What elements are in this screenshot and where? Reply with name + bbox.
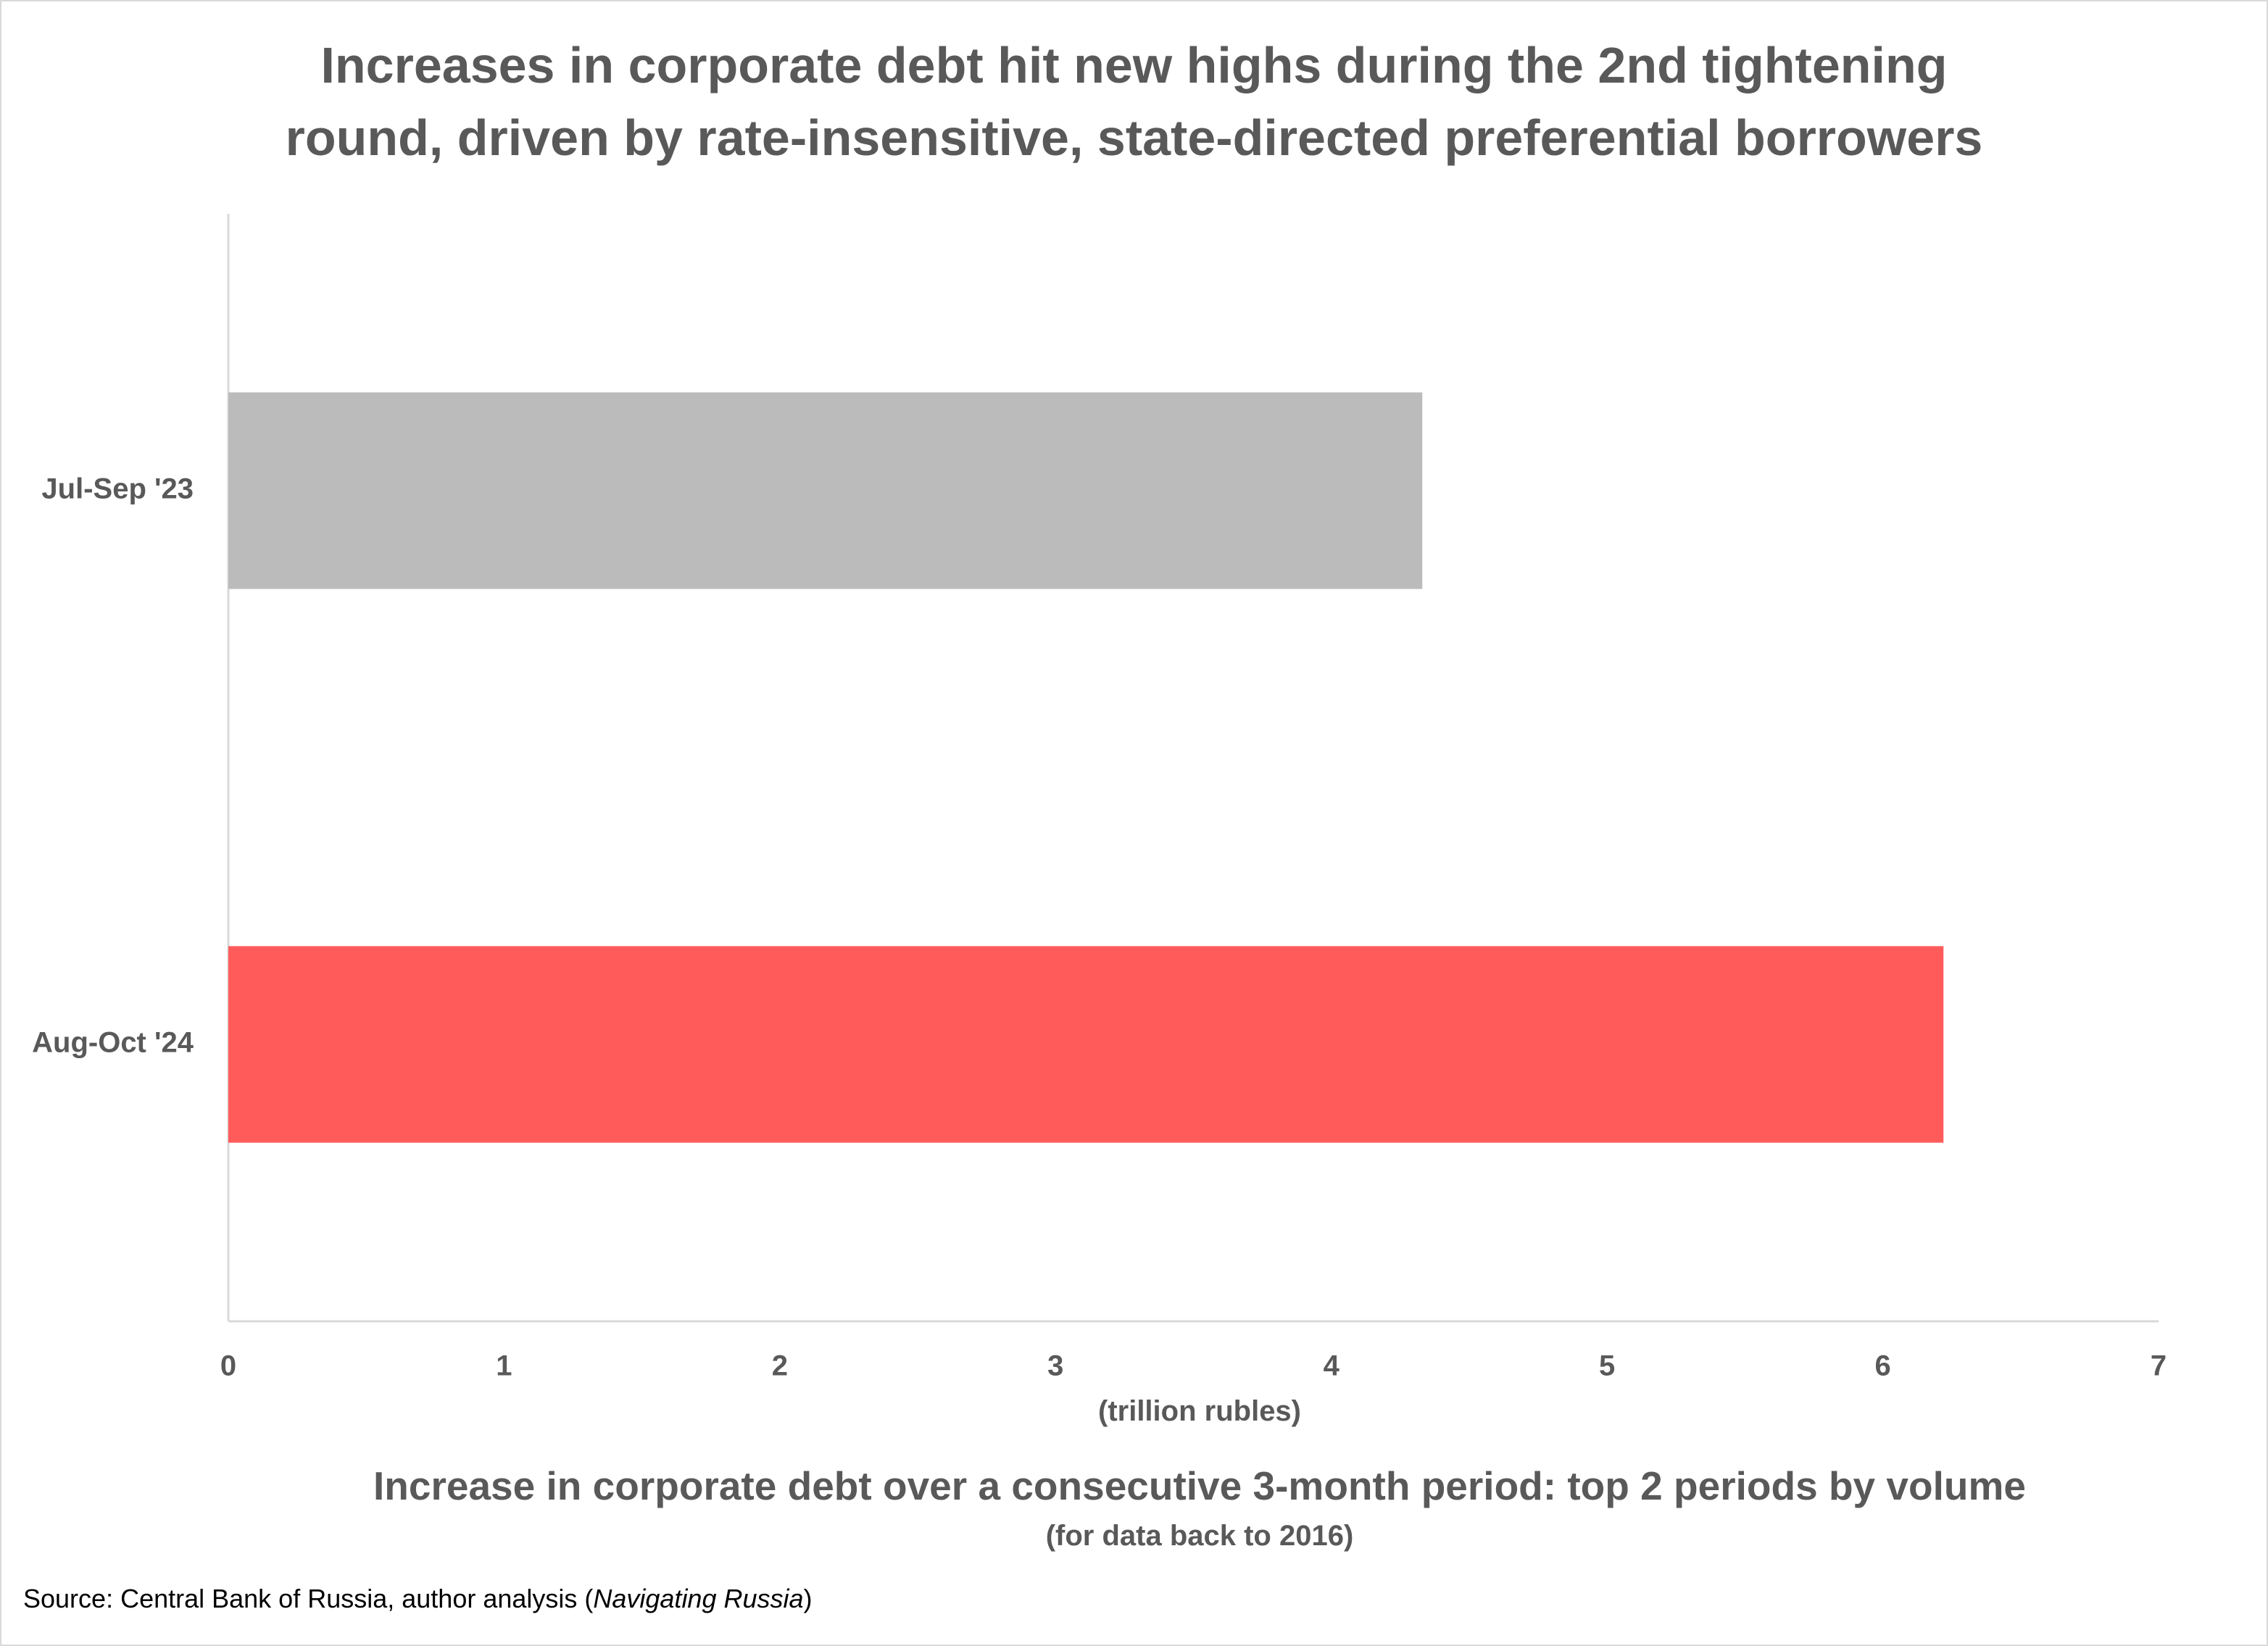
x-tick-label: 7 bbox=[2151, 1350, 2167, 1382]
x-tick-label: 2 bbox=[772, 1350, 788, 1382]
bar-0 bbox=[228, 392, 1423, 589]
y-tick-label: Aug-Oct '24 bbox=[32, 1027, 194, 1059]
source-publication: Navigating Russia bbox=[593, 1584, 804, 1613]
y-tick-label: Jul-Sep '23 bbox=[41, 473, 194, 505]
chart-subtitle: Increase in corporate debt over a consec… bbox=[373, 1463, 2026, 1508]
x-tick-label: 3 bbox=[1047, 1350, 1063, 1382]
chart-title-line-2: round, driven by rate-insensitive, state… bbox=[285, 109, 1983, 166]
source-note: Source: Central Bank of Russia, author a… bbox=[23, 1584, 813, 1614]
x-axis-label: (trillion rubles) bbox=[1098, 1395, 1301, 1427]
x-tick-label: 5 bbox=[1599, 1350, 1615, 1382]
bar-1 bbox=[228, 946, 1944, 1143]
source-prefix: Source: Central Bank of Russia, author a… bbox=[23, 1584, 594, 1613]
x-tick-label: 0 bbox=[220, 1350, 236, 1382]
chart-subnote: (for data back to 2016) bbox=[1045, 1520, 1354, 1552]
x-tick-label: 6 bbox=[1874, 1350, 1890, 1382]
x-tick-label: 1 bbox=[496, 1350, 512, 1382]
source-suffix: ) bbox=[803, 1584, 813, 1613]
x-tick-label: 4 bbox=[1324, 1350, 1340, 1382]
chart-title: Increases in corporate debt hit new high… bbox=[0, 29, 2268, 174]
chart-title-line-1: Increases in corporate debt hit new high… bbox=[320, 37, 1948, 93]
